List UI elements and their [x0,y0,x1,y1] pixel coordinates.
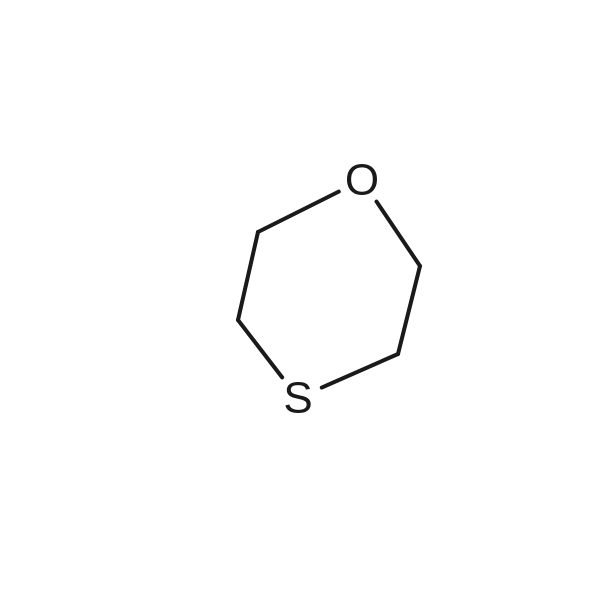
bonds-layer [238,192,420,388]
molecule-diagram: OS [0,0,600,600]
bond [398,266,420,354]
bond [322,354,398,388]
bond [238,232,258,320]
atom-label-o: O [345,156,379,205]
bond [377,202,420,266]
bond [238,320,282,377]
atom-label-s: S [283,374,312,423]
bond [258,192,339,232]
